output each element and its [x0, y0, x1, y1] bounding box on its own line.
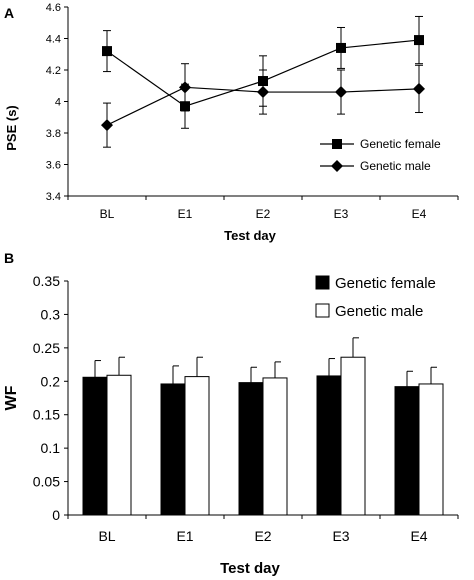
- panel-b-y-tick-label: 0.35: [33, 273, 60, 289]
- panel-b-bar-male: [262, 377, 288, 516]
- panel-b-x-tick-label: E1: [176, 528, 193, 544]
- panel-a-y-tick-label: 4: [55, 97, 61, 109]
- panel-b-y-tick-label: 0.05: [33, 474, 60, 490]
- panel-b-legend-label: Genetic female: [335, 275, 436, 292]
- panel-b-bar-female: [82, 376, 108, 516]
- panel-a-y-axis-label: PSE (s): [4, 105, 19, 151]
- panel-a-y-tick-label: 4.2: [46, 65, 61, 77]
- panel-a-legend-diamond-icon: [331, 160, 343, 172]
- panel-b-bar-male: [184, 376, 210, 516]
- panel-a-y-tick-label: 4.4: [46, 34, 61, 46]
- panel-b-y-axis-label: WF: [3, 385, 20, 410]
- panel-b-y-tick-label: 0.3: [41, 306, 61, 322]
- panel-a-line-chart: A PSE (s) Test day 3.4 3.6 3.8 4 4.2 4.4 4.6 BL…: [4, 2, 459, 243]
- panel-a-point-male: [101, 119, 113, 132]
- panel-a-y-tick-label: 4.6: [46, 2, 61, 14]
- panel-a-point-male: [335, 86, 347, 99]
- panel-a-legend-square-icon: [332, 139, 342, 149]
- panel-b-x-axis-label: Test day: [220, 560, 280, 577]
- panel-b-bar-female: [160, 383, 186, 516]
- panel-b-x-tick-label: BL: [98, 528, 115, 544]
- panel-a-y-tick-label: 3.4: [46, 191, 61, 203]
- panel-a-y-tick-label: 3.8: [46, 128, 61, 140]
- panel-b-y-tick-label: 0: [52, 507, 60, 523]
- panel-b-y-tick-label: 0.1: [41, 440, 61, 456]
- panel-a-x-axis-label: Test day: [224, 228, 277, 243]
- panel-b-legend-white-swatch-icon: [315, 303, 330, 318]
- panel-a-y-tick-label: 3.6: [46, 160, 61, 172]
- panel-b-legend-label: Genetic male: [335, 303, 423, 320]
- panel-a-point-female: [336, 42, 346, 53]
- panel-b-bar-male: [106, 374, 132, 516]
- panel-b-bar-female: [394, 386, 420, 516]
- panel-b-y-tick-label: 0.2: [41, 373, 61, 389]
- panel-a-x-tick-label: E2: [256, 207, 271, 221]
- panel-a-point-male: [257, 86, 269, 99]
- panel-b-x-tick-label: E2: [254, 528, 271, 544]
- panel-a-point-male: [413, 82, 425, 95]
- panel-b-bar-male: [340, 356, 366, 516]
- panel-a-x-tick-label: E4: [412, 207, 427, 221]
- panel-a-x-tick-label: BL: [100, 207, 115, 221]
- panel-a-letter: A: [4, 5, 14, 21]
- panel-b-letter: B: [4, 250, 14, 266]
- panel-a-x-tick-label: E3: [334, 207, 349, 221]
- panel-a-x-tick-label: E1: [178, 207, 193, 221]
- panel-b-bar-female: [238, 382, 264, 516]
- panel-a-legend-label: Genetic female: [360, 137, 441, 151]
- panel-a-point-male: [179, 81, 191, 94]
- panel-b-legend-black-swatch-icon: [315, 275, 330, 290]
- panel-b-x-tick-label: E3: [332, 528, 349, 544]
- panel-b-y-tick-label: 0.25: [33, 340, 60, 356]
- panel-b-bar-chart: B WF Test day 0 0.05 0.1 0.15 0.2 0.25 0.3 0.35…: [3, 250, 459, 577]
- panel-b-bar-male: [418, 383, 444, 516]
- panel-b-x-tick-label: E4: [410, 528, 427, 544]
- panel-b-y-tick-label: 0.15: [33, 407, 60, 423]
- panel-b-bar-female: [316, 375, 342, 516]
- panel-a-legend-label: Genetic male: [360, 159, 431, 173]
- panel-a-point-female: [102, 46, 112, 57]
- panel-a-point-female: [414, 35, 424, 46]
